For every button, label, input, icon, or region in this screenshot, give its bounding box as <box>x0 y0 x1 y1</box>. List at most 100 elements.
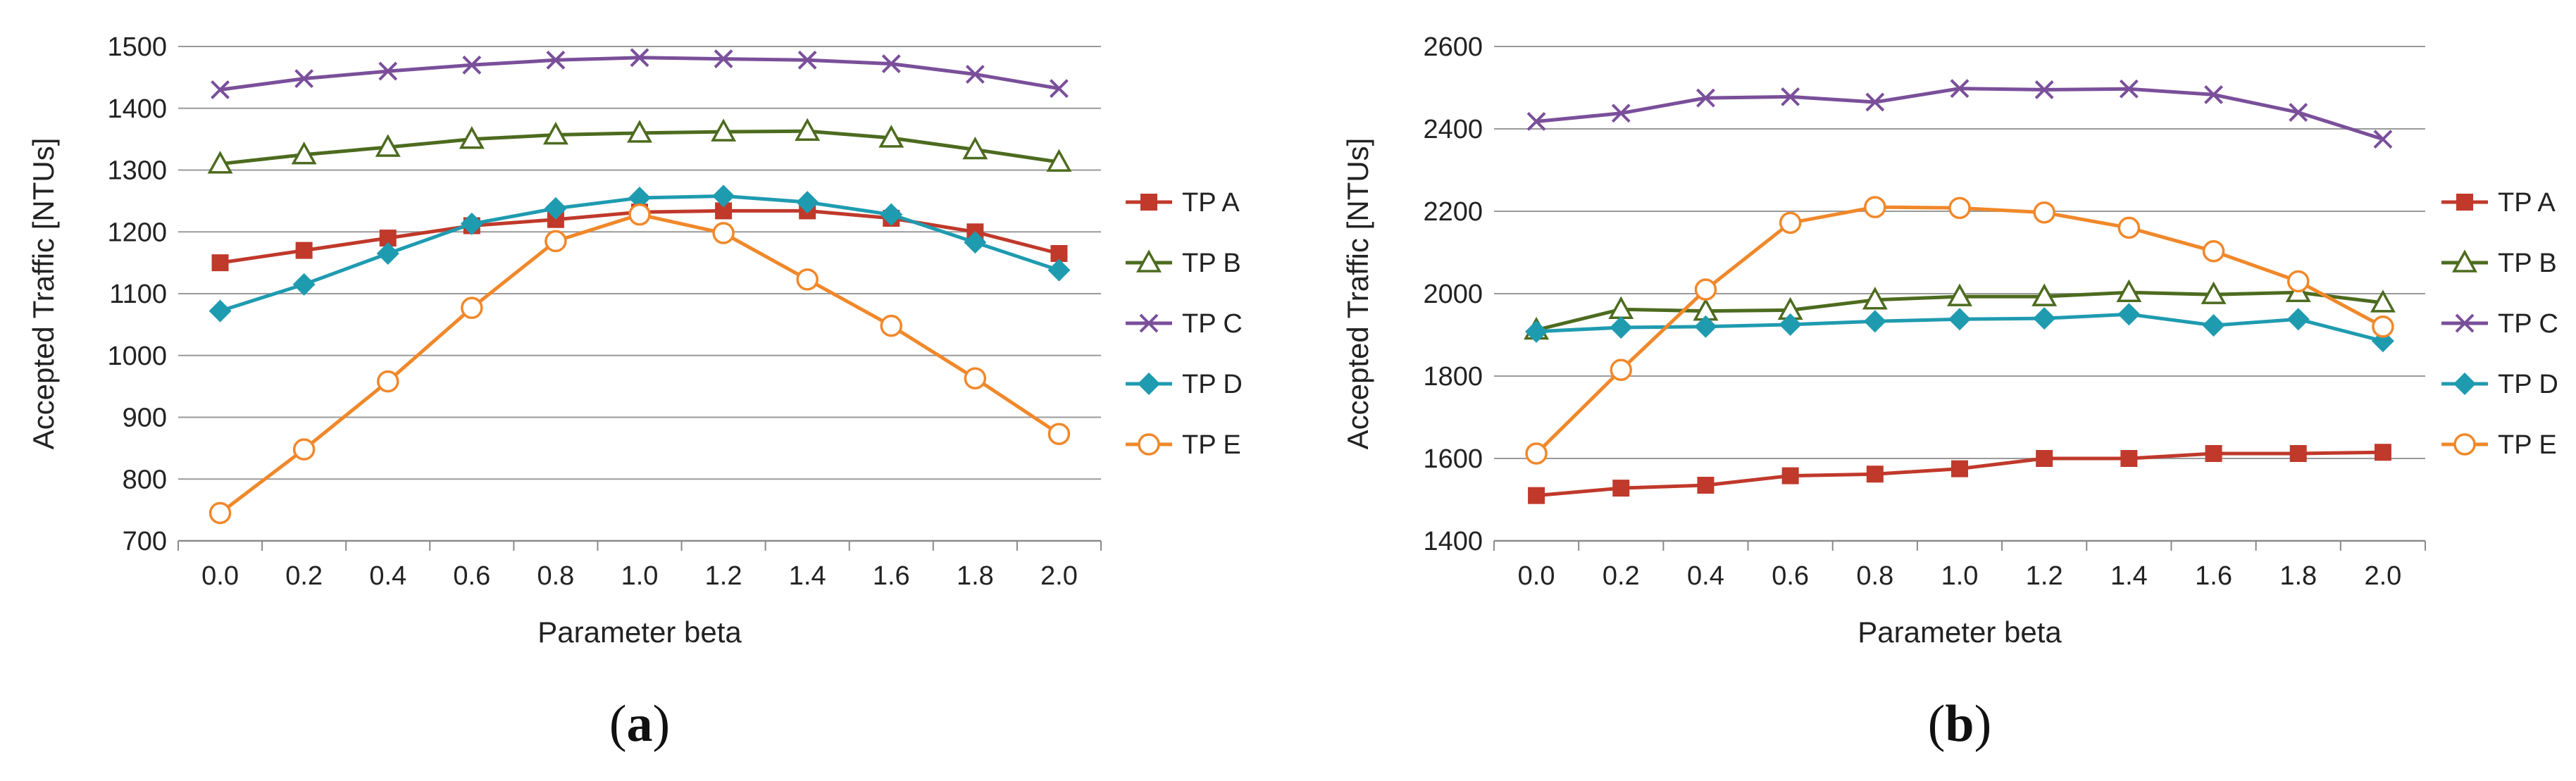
data-point <box>2372 315 2394 338</box>
legend-item: TP D <box>2441 370 2558 399</box>
y-tick-label: 1200 <box>107 218 167 247</box>
series-tp-c <box>1526 79 2393 149</box>
data-point <box>460 212 483 235</box>
y-tick-label: 900 <box>123 404 167 433</box>
series-line <box>1534 87 2385 142</box>
data-point <box>715 202 733 220</box>
data-point <box>1611 104 1631 123</box>
legend-marker <box>1136 249 1162 273</box>
x-tick-label: 1.4 <box>2110 561 2148 591</box>
y-tick-label: 2200 <box>1423 197 1483 227</box>
x-tick-label: 0.2 <box>1603 561 1640 591</box>
data-point <box>1047 258 1071 282</box>
data-point <box>1696 88 1715 108</box>
data-point <box>1779 211 1802 235</box>
series-group <box>207 48 1072 525</box>
legend-label: TP B <box>1182 249 1241 278</box>
legend-item: TP B <box>2441 249 2557 278</box>
data-point <box>878 125 904 148</box>
y-tick-label: 1300 <box>107 156 167 186</box>
x-axis-label: Parameter beta <box>1858 616 2062 649</box>
data-point <box>1050 79 1069 99</box>
data-point <box>2033 201 2055 224</box>
data-point <box>2033 307 2056 330</box>
y-tick-label: 1400 <box>1423 527 1483 556</box>
chart-panel-a: 700 800 900 1000 1100 1200 1300 1400 1500 0.0 0.2… <box>27 32 1243 753</box>
grid-lines <box>178 46 1102 551</box>
data-point <box>295 242 313 259</box>
data-point <box>964 367 987 389</box>
legend-marker <box>1138 433 1160 456</box>
x-tick-labels: 0.0 0.2 0.4 0.6 0.8 1.0 1.2 1.4 1.6 1.8 2.0 <box>1518 561 2402 591</box>
data-point <box>797 50 817 70</box>
data-point <box>291 141 317 165</box>
legend-label: TP A <box>2498 188 2556 218</box>
data-point <box>712 222 735 244</box>
data-point <box>1525 320 1548 343</box>
y-tick-label: 800 <box>123 465 167 494</box>
data-point <box>1694 315 1717 338</box>
data-point <box>2202 239 2225 263</box>
x-axis-label: Parameter beta <box>537 616 742 649</box>
data-point <box>1526 112 1546 131</box>
data-point <box>630 48 649 68</box>
legend: TP A TP B TP C TP D TP E <box>2441 188 2558 460</box>
legend-marker <box>2455 313 2475 333</box>
legend-marker <box>2453 433 2476 456</box>
legend-item: TP C <box>1126 309 1243 339</box>
data-point <box>2034 80 2054 99</box>
x-tick-label: 0.8 <box>1856 561 1893 591</box>
y-tick-labels: 700 800 900 1000 1100 1200 1300 1400 1500 <box>107 32 167 556</box>
x-tick-label: 0.4 <box>1687 561 1724 591</box>
data-point <box>294 69 314 89</box>
data-point <box>2289 444 2307 462</box>
legend-label: TP E <box>1182 430 1241 460</box>
data-point <box>964 231 987 254</box>
y-tick-label: 700 <box>123 527 167 556</box>
data-point <box>378 61 398 81</box>
legend: TP A TP B TP C TP D TP E <box>1126 188 1243 460</box>
legend-item: TP E <box>1126 430 1241 460</box>
y-axis-label: Accepted Traffic [NTUs] <box>27 138 60 450</box>
legend-item: TP B <box>1126 249 1241 278</box>
data-point <box>292 438 316 461</box>
data-point <box>714 49 733 68</box>
data-point <box>462 55 482 75</box>
data-point <box>2201 281 2227 304</box>
y-tick-label: 2000 <box>1423 280 1483 309</box>
x-tick-label: 1.4 <box>789 561 826 591</box>
data-point <box>376 242 399 265</box>
legend-label: TP D <box>2498 370 2558 399</box>
data-point <box>1047 423 1071 445</box>
data-point <box>1866 466 1884 483</box>
y-tick-label: 1800 <box>1423 362 1483 392</box>
data-point <box>2031 283 2058 306</box>
x-tick-label: 0.0 <box>201 561 239 591</box>
x-tick-label: 2.0 <box>1040 561 1078 591</box>
y-tick-label: 2600 <box>1423 32 1483 62</box>
legend-marker <box>2453 373 2476 395</box>
data-point <box>796 268 819 291</box>
series-group <box>1524 79 2396 504</box>
data-point <box>2204 85 2223 104</box>
data-point <box>1863 310 1886 333</box>
data-point <box>2374 444 2391 461</box>
data-point <box>1781 467 1799 485</box>
x-tick-label: 1.8 <box>2279 561 2317 591</box>
data-point <box>1610 315 1633 339</box>
data-point <box>796 191 819 214</box>
series-tp-d <box>209 185 1071 323</box>
legend-label: TP E <box>2498 430 2557 460</box>
data-point <box>1781 87 1800 106</box>
panel-caption: (a) <box>609 695 670 753</box>
x-tick-label: 0.8 <box>537 561 574 591</box>
data-point <box>2117 303 2141 326</box>
series-tp-e <box>1525 196 2394 465</box>
y-tick-label: 2400 <box>1423 115 1483 144</box>
data-point <box>2202 314 2225 337</box>
y-tick-label: 1000 <box>107 342 167 371</box>
x-tick-label: 0.6 <box>453 561 490 591</box>
data-point <box>211 254 229 272</box>
data-point <box>2289 103 2308 123</box>
x-tick-label: 1.6 <box>2195 561 2232 591</box>
